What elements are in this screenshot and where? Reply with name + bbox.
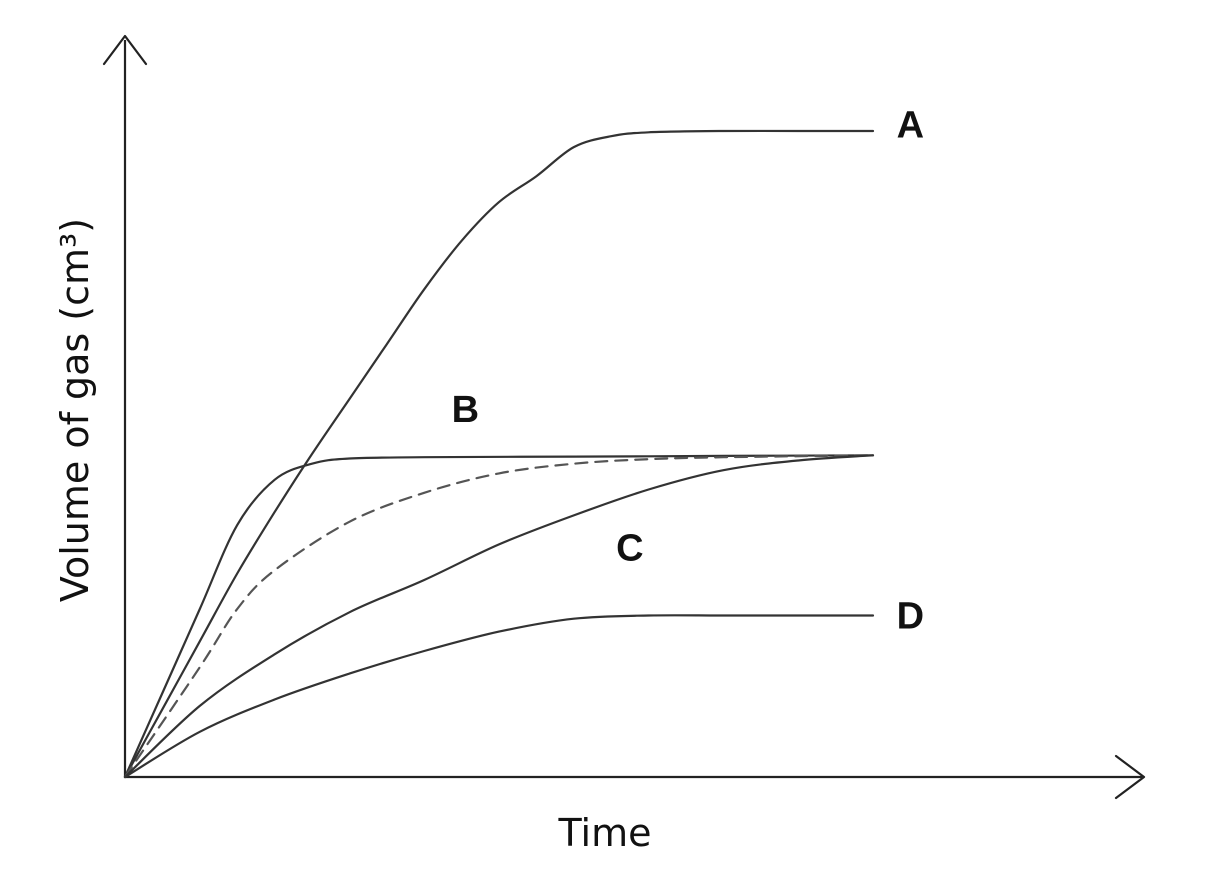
series-a-line — [123, 129, 875, 779]
series-layer — [123, 129, 875, 779]
curve-labels: A B C D — [452, 105, 925, 638]
series-c-line — [123, 454, 875, 779]
y-axis-arrow-icon — [102, 34, 148, 66]
curve-label-a: A — [897, 105, 924, 147]
curve-label-b: B — [452, 389, 479, 431]
curve-label-c: C — [616, 528, 643, 570]
x-axis-arrow-icon — [1114, 754, 1146, 800]
series-d-line — [123, 614, 875, 779]
series-b-line — [123, 454, 875, 779]
y-axis-title: Volume of gas (cm³) — [53, 218, 97, 602]
x-axis-title: Time — [558, 811, 652, 855]
series-dashed-line — [123, 454, 875, 779]
curve-label-d: D — [897, 596, 924, 638]
